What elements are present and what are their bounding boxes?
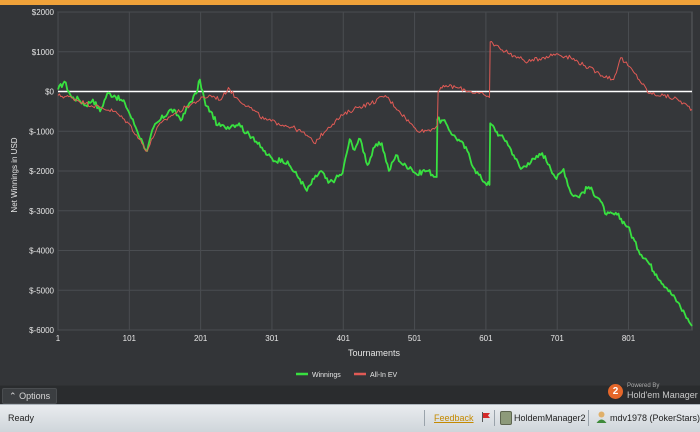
y-tick-label: $-6000 xyxy=(29,326,54,335)
x-tick-label: 101 xyxy=(123,334,137,343)
window-top-accent xyxy=(0,0,700,5)
legend-all-in-ev-label: All-In EV xyxy=(370,372,398,379)
y-tick-label: $0 xyxy=(45,88,54,97)
legend-winnings-label: Winnings xyxy=(312,372,341,379)
x-tick-label: 801 xyxy=(622,334,636,343)
logo-powered-by: Powered By xyxy=(627,383,660,389)
x-axis-ticks: 1 101 201 301 401 501 601 701 801 xyxy=(56,334,636,343)
series-lines xyxy=(57,41,693,327)
winnings-chart: $2000 $1000 $0 $-1000 $-2000 $-3000 $-4000 $-50… xyxy=(10,8,693,379)
holdem-manager-logo: 2 Powered By Hold'em Manager xyxy=(608,381,700,403)
flag-icon[interactable] xyxy=(481,412,491,422)
options-button[interactable]: ⌃ Options xyxy=(2,388,58,404)
legend: Winnings All-In EV xyxy=(296,372,398,379)
options-bar: ⌃ Options xyxy=(0,386,700,404)
options-label: Options xyxy=(19,391,51,401)
y-tick-label: $-2000 xyxy=(29,167,54,176)
x-tick-label: 501 xyxy=(408,334,422,343)
grid-lines xyxy=(57,11,693,331)
y-tick-label: $-5000 xyxy=(29,286,54,295)
user-icon xyxy=(596,411,607,423)
y-tick-label: $-3000 xyxy=(29,207,54,216)
status-separator xyxy=(424,410,425,426)
app-label[interactable]: HoldemManager2 xyxy=(514,413,586,423)
x-tick-label: 201 xyxy=(194,334,208,343)
chevron-up-icon: ⌃ xyxy=(9,391,17,401)
user-account-label[interactable]: mdv1978 (PokerStars) xyxy=(610,413,700,423)
database-icon xyxy=(500,411,512,425)
status-ready: Ready xyxy=(8,413,35,423)
chart-panel: $2000 $1000 $0 $-1000 $-2000 $-3000 $-4000 $-50… xyxy=(0,5,700,385)
logo-name: Hold'em Manager xyxy=(627,390,698,400)
x-tick-label: 401 xyxy=(337,334,351,343)
logo-badge: 2 xyxy=(608,384,623,399)
x-tick-label: 601 xyxy=(479,334,493,343)
y-tick-label: $1000 xyxy=(32,48,55,57)
y-axis-ticks: $2000 $1000 $0 $-1000 $-2000 $-3000 $-4000 $-50… xyxy=(29,8,54,335)
series-winnings-line xyxy=(57,78,693,327)
x-axis-label: Tournaments xyxy=(348,348,401,358)
y-tick-label: $2000 xyxy=(32,8,55,17)
y-axis-label: Net Winnings in USD xyxy=(10,137,19,212)
x-tick-label: 701 xyxy=(551,334,565,343)
y-tick-label: $-4000 xyxy=(29,247,54,256)
status-separator xyxy=(588,410,589,426)
status-bar: Ready Feedback HoldemManager2 mdv1978 (P… xyxy=(0,404,700,432)
y-tick-label: $-1000 xyxy=(29,127,54,136)
status-separator xyxy=(494,410,495,426)
x-tick-label: 301 xyxy=(265,334,279,343)
x-tick-label: 1 xyxy=(56,334,61,343)
feedback-link[interactable]: Feedback xyxy=(434,413,474,423)
series-all-in-ev-line xyxy=(57,41,693,152)
